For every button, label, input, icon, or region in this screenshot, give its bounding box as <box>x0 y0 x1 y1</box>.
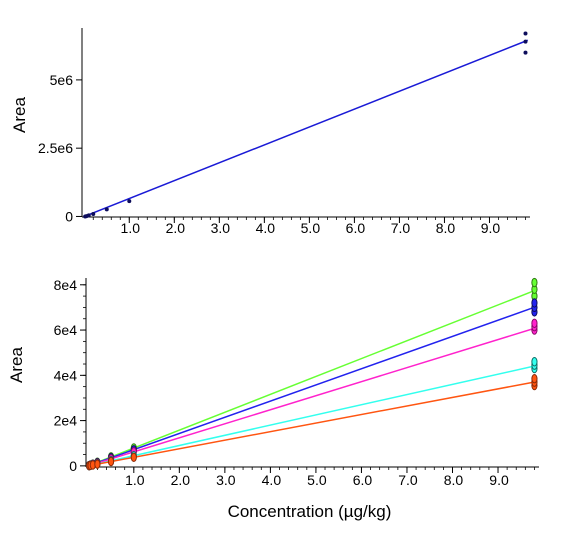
panel2-y-tick-label: 8e4 <box>54 277 78 293</box>
panel1-series-1-fit-line <box>83 39 529 218</box>
panel2-y-tick-label: 6e4 <box>54 322 78 338</box>
panel1-series-1-point <box>523 39 528 44</box>
panel2-y-tick-label: 4e4 <box>54 367 78 383</box>
panel2-x-tick-label: 2.0 <box>171 472 191 488</box>
panel1-series-1-point <box>91 211 96 216</box>
panel2-x-tick-label: 5.0 <box>307 472 327 488</box>
panel1-x-tick-label: 9.0 <box>481 220 501 236</box>
panel1-series-1-point <box>104 207 109 212</box>
panel1-x-tick-label: 7.0 <box>391 220 411 236</box>
panel2-x-tick-label: 3.0 <box>216 472 236 488</box>
panel1-series-1-point <box>127 199 132 204</box>
panel1-y-tick-label: 5e6 <box>50 72 74 88</box>
panel2-series-4-point <box>531 357 538 367</box>
panel2-series-5-point <box>107 456 115 467</box>
panel1-x-tick-label: 1.0 <box>121 220 141 236</box>
panel1-x-tick-label: 4.0 <box>256 220 276 236</box>
panel2-series-5-point <box>130 452 137 462</box>
panel1-series-1-point <box>86 213 91 218</box>
panel2-x-tick-label: 9.0 <box>489 472 509 488</box>
panel2-x-tick-label: 7.0 <box>398 472 418 488</box>
panel2-series-1-fit-line <box>88 289 537 467</box>
panel1-series-1-point <box>523 50 528 55</box>
panel2-x-axis-title: Concentration (µg/kg) <box>228 502 392 521</box>
panel2-series-2-fit-line <box>88 305 537 467</box>
panel1-x-tick-label: 3.0 <box>211 220 231 236</box>
panel2-y-axis-title: Area <box>7 347 26 383</box>
panel1-x-tick-label: 2.0 <box>166 220 186 236</box>
panel1-y-tick-label: 2.5e6 <box>38 140 73 156</box>
panel2-x-tick-label: 1.0 <box>125 472 145 488</box>
panel2-series-3-fit-line <box>88 326 537 467</box>
panel2-y-tick-label: 0 <box>69 458 77 474</box>
panel1-y-tick-label: 0 <box>65 208 73 224</box>
panel2-series-5-fit-line <box>88 380 537 467</box>
panel2-series-4-fit-line <box>88 364 537 467</box>
panel2-series-1-point <box>531 277 538 288</box>
panel2-y-tick-label: 2e4 <box>54 413 78 429</box>
panel1-x-tick-label: 5.0 <box>301 220 321 236</box>
panel1-series-1-point <box>523 31 528 36</box>
panel2-x-tick-label: 4.0 <box>262 472 282 488</box>
panel2-series-3-point <box>531 318 538 328</box>
panel2-x-tick-label: 8.0 <box>444 472 464 488</box>
panel2-series-5-point <box>94 459 101 469</box>
panel2-series-5-point <box>531 374 538 384</box>
panel1-x-tick-label: 6.0 <box>346 220 366 236</box>
panel1-y-axis-title: Area <box>10 97 29 133</box>
panel2-series-2-point <box>531 298 538 308</box>
panel1-x-tick-label: 8.0 <box>436 220 456 236</box>
panel2-x-tick-label: 6.0 <box>353 472 373 488</box>
